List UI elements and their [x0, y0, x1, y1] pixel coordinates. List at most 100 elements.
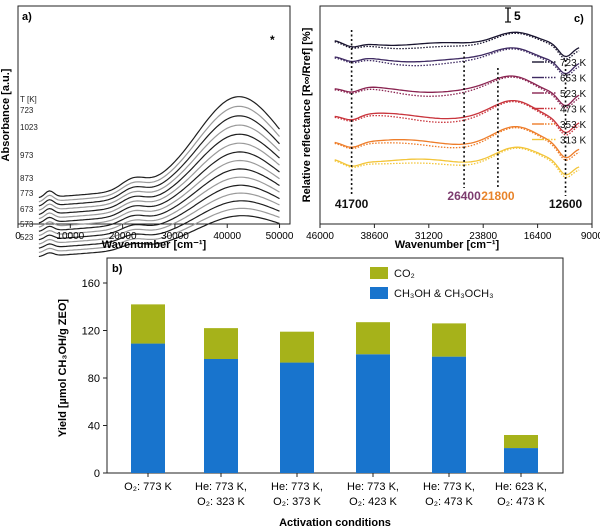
legend-entry-label: 523 K	[560, 89, 586, 100]
temperature-labels: 723 1023 973 873 773 673 573 523	[20, 106, 38, 242]
bar-segment-co2	[432, 323, 466, 357]
legend-entry-label: CO₂	[394, 268, 415, 280]
legend-entry-label: 653 K	[560, 74, 586, 85]
panel-b-bars	[131, 304, 538, 473]
absorbance-curve	[38, 133, 280, 216]
category-label: He: 623 K,	[495, 481, 547, 493]
temperature-label: 973	[20, 151, 34, 160]
panel-b-y-label: Yield [µmol CH₃OH/g ZEO]	[57, 299, 69, 437]
panel-c-y-label: Relative reflectance [R∞/Rref] [%]	[301, 27, 313, 202]
panel-b-legend: CO₂ CH₃OH & CH₃OCH₃	[370, 267, 494, 300]
absorbance-curve	[38, 151, 280, 224]
panel-c-curves	[334, 31, 580, 179]
reflectance-curve-solid	[334, 126, 580, 159]
category-label: O₂: 323 K	[197, 496, 245, 508]
absorbance-curve	[38, 142, 280, 220]
bar-segment-methanol	[280, 362, 314, 473]
panel-b-y-tick-label: 0	[94, 468, 100, 480]
marker-label: 41700	[335, 197, 369, 211]
panel-c-x-ticks: 46000 38600 31200 23800 16400 9000	[306, 224, 600, 242]
reflectance-curve-solid	[334, 75, 580, 107]
absorbance-curve	[38, 176, 280, 237]
reflectance-curve-dotted	[334, 76, 580, 109]
panel-b-x-labels: O₂: 773 K He: 773 K, O₂: 323 K He: 773 K, O₂…	[124, 473, 547, 508]
marker-label: 12600	[549, 197, 583, 211]
panel-b-label: b)	[112, 263, 123, 275]
panel-b-y-ticks: 0 40 80 120 160	[82, 278, 107, 480]
category-label: O₂: 773 K	[124, 481, 172, 493]
bar-segment-methanol	[204, 359, 238, 473]
panel-b-x-label: Activation conditions	[279, 517, 391, 529]
legend-entry-label: 723 K	[560, 58, 586, 69]
legend-entry-label: 353 K	[560, 120, 586, 131]
reflectance-curve-dotted	[334, 147, 580, 179]
absorbance-curve	[38, 105, 280, 203]
legend-entry-label: CH₃OH & CH₃OCH₃	[394, 288, 494, 300]
temperature-label: 573	[20, 220, 34, 229]
reflectance-curve-solid	[334, 47, 580, 75]
scale-bar-label: 5	[514, 9, 521, 23]
panel-c-x-tick-label: 9000	[581, 231, 600, 242]
panel-c-x-tick-label: 46000	[306, 231, 334, 242]
category-label: He: 773 K,	[195, 481, 247, 493]
temperature-header: T [K]	[20, 95, 37, 104]
panel-a-frame	[17, 5, 291, 225]
absorbance-curve	[38, 124, 280, 211]
bar-segment-methanol	[356, 354, 390, 473]
panel-b: b) 0 40 80 120 160 O₂: 773 K He: 773 K, O₂: 32…	[57, 257, 564, 529]
panel-a-x-tick-label: 50000	[266, 231, 294, 242]
bar-segment-co2	[356, 322, 390, 355]
bar-segment-methanol	[131, 343, 165, 473]
bar-segment-co2	[504, 435, 538, 449]
panel-a-x-tick-label: 20000	[109, 231, 137, 242]
absorbance-curve	[38, 159, 280, 228]
panel-c-label: c)	[574, 13, 584, 25]
panel-b-y-tick-label: 160	[82, 278, 100, 290]
temperature-label: 773	[20, 189, 34, 198]
bar-segment-methanol	[432, 356, 466, 473]
bar-segment-methanol	[504, 448, 538, 473]
temperature-label: 873	[20, 174, 34, 183]
panel-a-asterisk: *	[270, 33, 275, 47]
category-label: He: 773 K,	[271, 481, 323, 493]
panel-a-label: a)	[22, 11, 32, 23]
legend-entry-label: 473 K	[560, 105, 586, 116]
panel-b-y-tick-label: 40	[88, 421, 100, 433]
panel-c-marker-lines: 41700 26400 21800 12600	[335, 30, 583, 211]
category-label: He: 773 K,	[423, 481, 475, 493]
temperature-label: 673	[20, 205, 34, 214]
panel-c-legend: 723 K 653 K 523 K 473 K 353 K 313 K	[532, 58, 586, 147]
panel-a-x-tick-label: 0	[15, 231, 21, 242]
reflectance-curve-dotted	[334, 48, 580, 77]
category-label: O₂: 473 K	[425, 496, 473, 508]
category-label: He: 773 K,	[347, 481, 399, 493]
panel-a-y-label: Absorbance [a.u.]	[0, 68, 12, 161]
absorbance-curve	[38, 215, 280, 258]
absorbance-curve	[38, 192, 280, 245]
panel-c-x-tick-label: 23800	[469, 231, 497, 242]
panel-b-y-tick-label: 120	[82, 326, 100, 338]
bar-segment-co2	[204, 328, 238, 359]
legend-entry-label: 313 K	[560, 136, 586, 147]
temperature-label: 523	[20, 233, 34, 242]
category-label: O₂: 373 K	[273, 496, 321, 508]
temperature-label: 1023	[20, 123, 38, 132]
panel-b-frame	[106, 257, 564, 474]
absorbance-curve	[38, 207, 280, 253]
reflectance-curve-dotted	[334, 127, 580, 161]
absorbance-curve	[38, 168, 280, 232]
bar-segment-co2	[131, 304, 165, 344]
marker-label: 21800	[481, 189, 515, 203]
panel-c-x-tick-label: 31200	[415, 231, 443, 242]
reflectance-curve-solid	[334, 146, 580, 176]
panel-b-y-tick-label: 80	[88, 373, 100, 385]
panel-c-x-tick-label: 38600	[360, 231, 388, 242]
bar-segment-co2	[280, 331, 314, 363]
absorbance-curve	[38, 200, 280, 249]
absorbance-curve	[38, 115, 280, 207]
temperature-label: 723	[20, 106, 34, 115]
absorbance-curve	[38, 184, 280, 241]
category-label: O₂: 473 K	[497, 496, 545, 508]
panel-a-x-tick-label: 40000	[213, 231, 241, 242]
